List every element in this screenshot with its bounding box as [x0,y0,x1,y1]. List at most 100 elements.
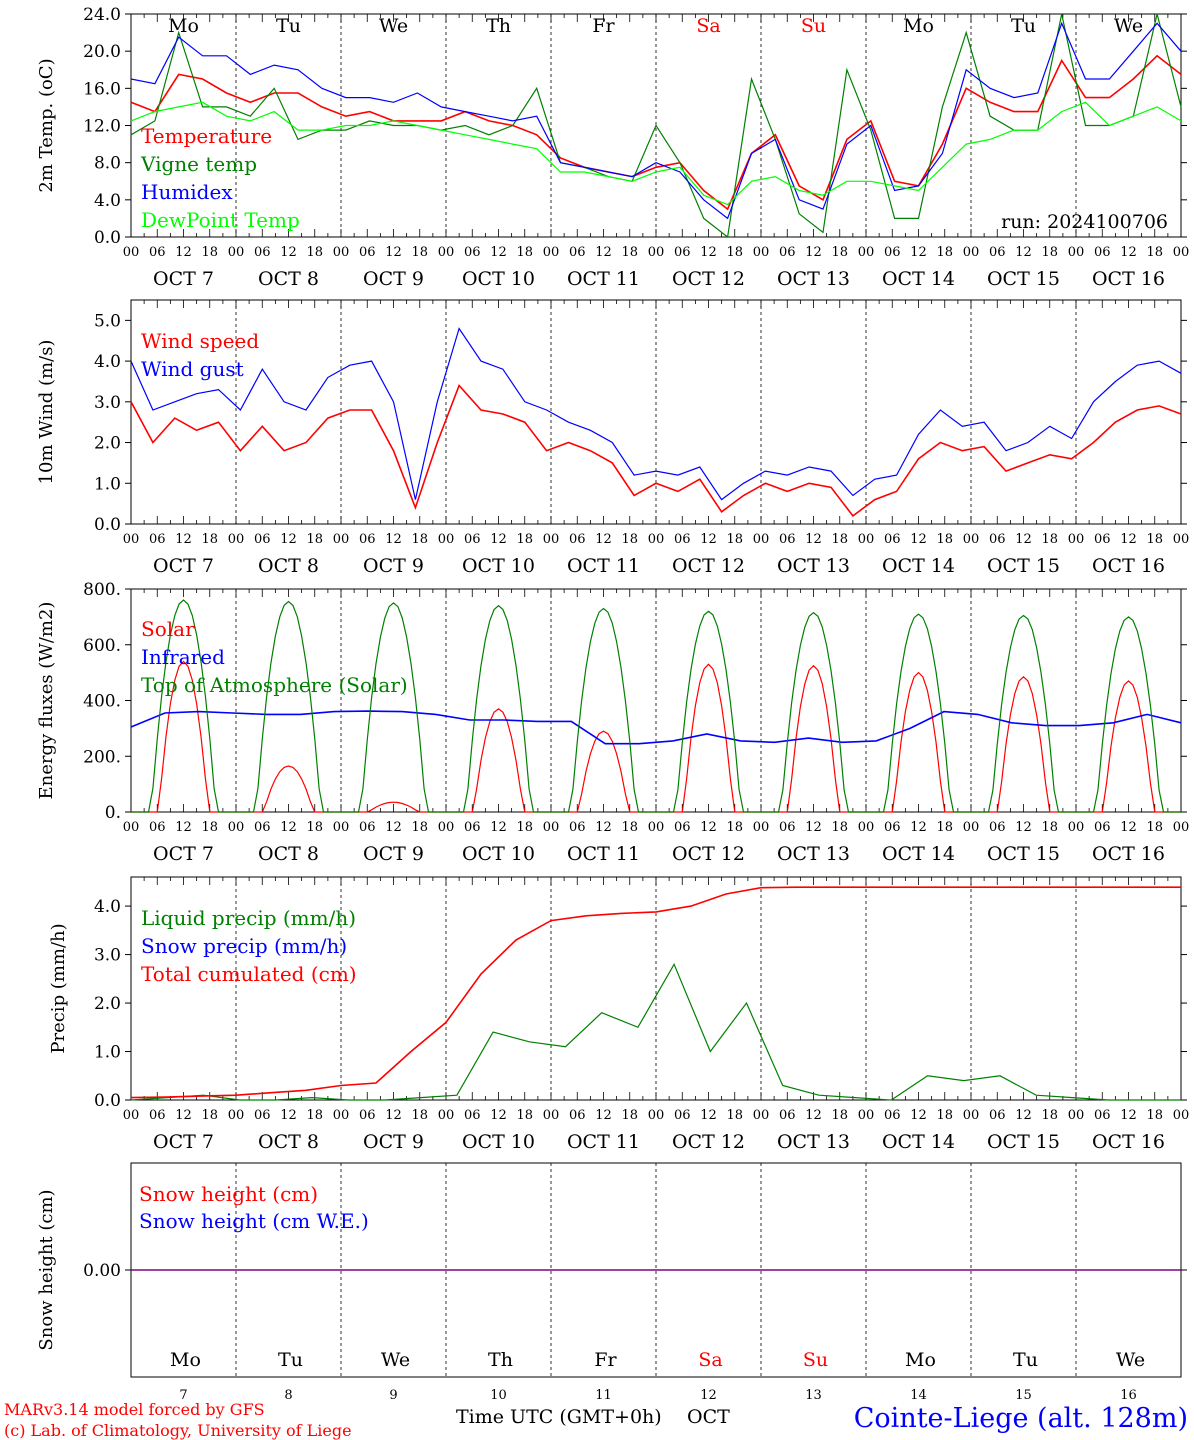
hour-tick-label: 06 [254,820,271,835]
hour-tick-label: 00 [228,532,245,547]
hour-tick-label: 00 [1068,245,1085,260]
hour-tick-label: 12 [1015,532,1032,547]
hour-tick-label: 12 [280,1108,297,1123]
hour-tick-label: 00 [1173,245,1190,260]
series-vigne-temp [130,13,1182,239]
credit-line: MARv3.14 model forced by GFS [4,1400,265,1419]
hour-tick-label: 06 [1094,245,1111,260]
y-tick-label: 8.0 [94,154,121,174]
series-wind-gust [130,327,1182,501]
y-tick-label: 20.0 [83,42,121,62]
hour-tick-label: 12 [595,532,612,547]
hour-tick-label: 12 [280,245,297,260]
hour-tick-label: 18 [726,1108,743,1123]
weekday-label: Su [803,1349,828,1371]
weekday-label: Tu [1011,15,1036,37]
hour-tick-label: 18 [516,245,533,260]
hour-tick-label: 18 [1041,245,1058,260]
y-tick-label: 1.0 [94,1043,121,1063]
hour-tick-label: 12 [1120,245,1137,260]
hour-tick-label: 06 [254,245,271,260]
hour-tick-label: 00 [753,245,770,260]
y-tick-label: 0.0 [94,515,121,535]
y-axis-label: Precip (mm/h) [48,923,69,1053]
day-number: 13 [805,1388,822,1403]
hour-tick-label: 12 [280,532,297,547]
hour-tick-label: 12 [595,1108,612,1123]
legend-entry: DewPoint Temp [141,208,300,232]
hour-tick-label: 12 [805,245,822,260]
day-label: OCT 7 [153,268,214,290]
y-tick-label: 12.0 [83,117,121,137]
hour-tick-label: 12 [805,820,822,835]
hour-tick-label: 00 [753,532,770,547]
hour-tick-label: 00 [963,532,980,547]
hour-tick-label: 12 [595,820,612,835]
hour-tick-label: 12 [595,245,612,260]
hour-tick-label: 00 [123,820,140,835]
day-label: OCT 9 [363,555,424,577]
hour-tick-label: 06 [359,245,376,260]
hour-tick-label: 06 [1094,1108,1111,1123]
day-label: OCT 10 [462,268,535,290]
weekday-label: Mo [905,1349,936,1371]
day-label: OCT 15 [987,555,1060,577]
hour-tick-label: 12 [175,245,192,260]
hour-tick-label: 12 [385,245,402,260]
panel-4: 00 06 12 18 00 06 12 18 00 06 12 18 00 06 12 18 00 06 12 18… [48,876,1189,1153]
hour-tick-label: 18 [726,820,743,835]
hour-tick-label: 06 [1094,532,1111,547]
day-label: OCT 7 [153,1131,214,1153]
hour-tick-label: 12 [280,820,297,835]
hour-tick-label: 12 [805,1108,822,1123]
hour-tick-label: 18 [726,245,743,260]
legend-entry: Snow height (cm) [139,1182,318,1206]
y-tick-label: 2.0 [94,434,121,454]
hour-tick-label: 00 [858,1108,875,1123]
hour-tick-label: 12 [1015,820,1032,835]
hour-tick-label: 12 [910,820,927,835]
day-label: OCT 13 [777,843,850,865]
legend-entry: Snow height (cm W.E.) [139,1209,369,1233]
hour-tick-label: 18 [936,820,953,835]
hour-tick-label: 12 [910,245,927,260]
hour-tick-label: 18 [411,245,428,260]
y-tick-label: 0.0 [94,228,121,248]
y-tick-label: 200. [83,747,121,767]
hour-tick-label: 18 [516,1108,533,1123]
day-label: OCT 10 [462,843,535,865]
hour-tick-label: 06 [1094,820,1111,835]
series-infrared [130,710,1182,745]
weekday-label: Tu [1013,1349,1038,1371]
hour-tick-label: 18 [411,532,428,547]
hour-tick-label: 00 [123,1108,140,1123]
weekday-label: We [381,1349,410,1371]
hour-tick-label: 00 [333,1108,350,1123]
hour-tick-label: 18 [306,1108,323,1123]
hour-tick-label: 06 [674,1108,691,1123]
y-tick-label: 0.0 [94,1091,121,1111]
hour-tick-label: 12 [805,532,822,547]
legend-entry: Wind gust [141,357,244,381]
legend-entry: Solar [141,617,195,641]
hour-tick-label: 18 [936,245,953,260]
day-label: OCT 11 [567,1131,640,1153]
day-label: OCT 15 [987,268,1060,290]
hour-tick-label: 18 [201,245,218,260]
panel-2: 00 06 12 18 00 06 12 18 00 06 12 18 00 06 12 18 00 06 12 18… [36,299,1189,577]
day-label: OCT 12 [672,555,745,577]
hour-tick-label: 18 [831,1108,848,1123]
weekday-label: Mo [168,15,199,37]
hour-tick-label: 00 [228,1108,245,1123]
y-axis-label: 10m Wind (m/s) [36,340,57,485]
legend-entry: Infrared [141,645,225,669]
day-number: 15 [1015,1388,1032,1403]
day-label: OCT 11 [567,555,640,577]
day-label: OCT 7 [153,555,214,577]
hour-tick-label: 18 [516,532,533,547]
day-label: OCT 16 [1092,555,1165,577]
hour-tick-label: 00 [333,245,350,260]
location-label: Cointe-Liege (alt. 128m) [854,1403,1188,1434]
series-total-cumulated-cm- [130,886,1181,1099]
hour-tick-label: 18 [306,820,323,835]
